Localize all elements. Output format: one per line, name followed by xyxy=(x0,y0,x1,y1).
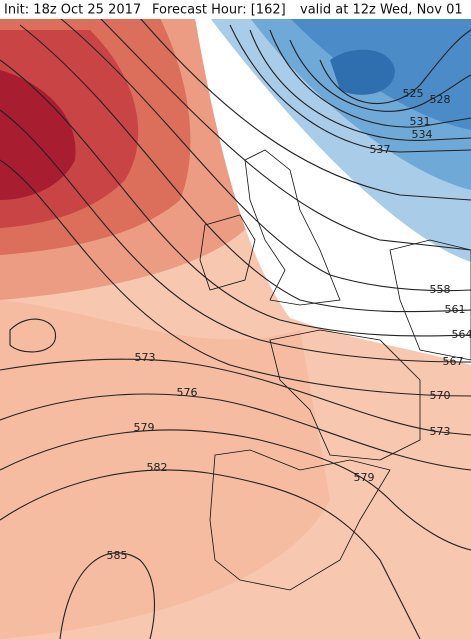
land xyxy=(209,449,391,591)
contour-label: 561 xyxy=(445,303,466,316)
contour-label: 573 xyxy=(135,351,156,364)
contour-label: 528 xyxy=(430,93,451,106)
contour-label: 573 xyxy=(430,425,451,438)
contour-label: 525 xyxy=(403,87,424,100)
contour-label: 564 xyxy=(452,328,471,341)
contour-label: 570 xyxy=(430,389,451,402)
contour-label: 537 xyxy=(370,143,391,156)
land xyxy=(199,214,256,291)
contours xyxy=(0,17,471,639)
header-bar xyxy=(0,0,471,19)
valid-time: valid at 12z Wed, Nov 01 xyxy=(300,3,463,18)
land xyxy=(389,239,471,361)
land xyxy=(244,149,341,306)
contour-label: 576 xyxy=(177,386,198,399)
contour-label: 579 xyxy=(354,471,375,484)
contour-label: 582 xyxy=(147,461,168,474)
contour-label: 567 xyxy=(443,355,464,368)
cold-field xyxy=(330,49,395,95)
contour-label: 534 xyxy=(412,128,433,141)
forecast-hour: Forecast Hour: [162] xyxy=(152,3,286,18)
contour-label: 558 xyxy=(430,283,451,296)
land xyxy=(269,329,421,461)
contour-label: 585 xyxy=(107,549,128,562)
contour-label: 579 xyxy=(134,421,155,434)
warm-field xyxy=(0,70,76,200)
init-time: Init: 18z Oct 25 2017 xyxy=(4,3,141,18)
contour-label: 531 xyxy=(410,115,431,128)
